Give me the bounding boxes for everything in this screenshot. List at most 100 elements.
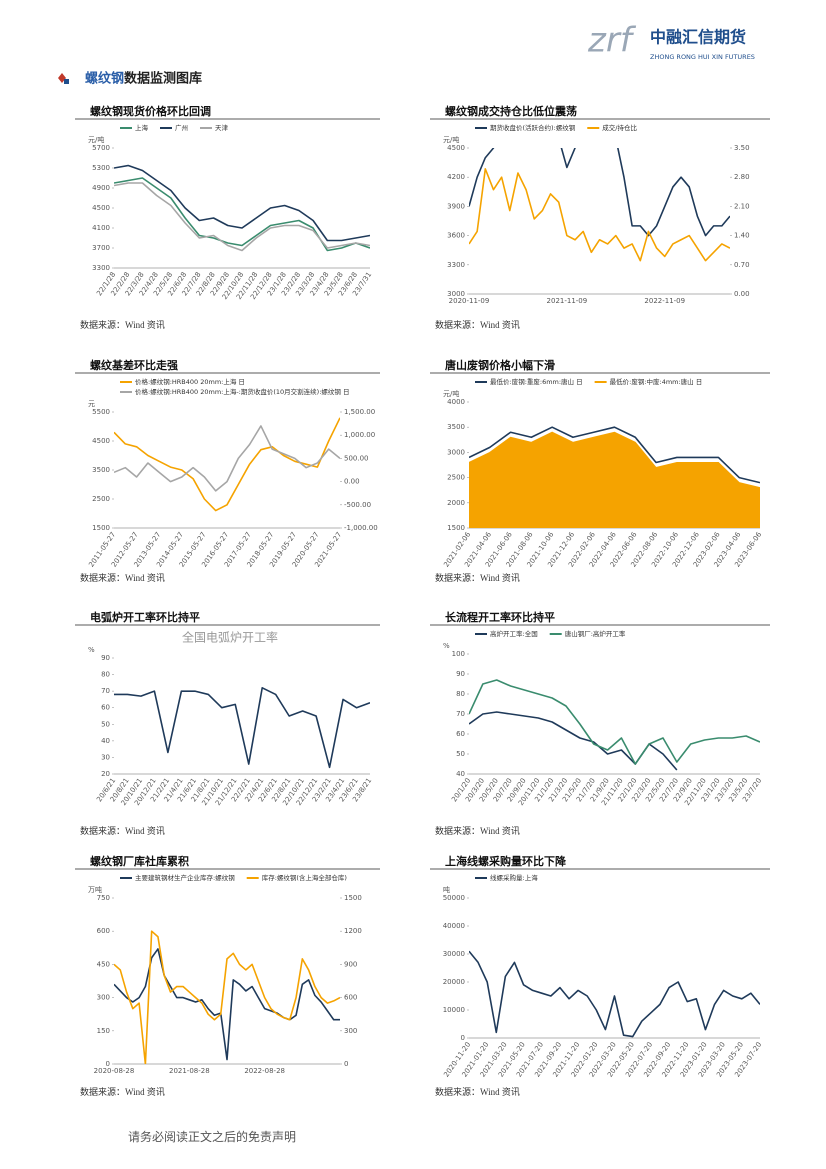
y-tick-label: 0 (106, 1060, 110, 1068)
y2-tick-label: 1.40 (734, 232, 750, 240)
footer: 请务必阅读正文之后的免责声明 (128, 1129, 296, 1144)
plot-area (114, 417, 340, 512)
y-tick-label: 5700 (92, 144, 110, 152)
series-line (114, 182, 370, 252)
y-tick-label: 80 (456, 690, 465, 698)
legend-label: 价格:螺纹钢:HRB400 20mm:上海 日 (135, 377, 245, 386)
legend-label: 库存:螺纹钢(含上海全部仓库) (262, 873, 347, 882)
y-tick-label: 3500 (447, 423, 465, 431)
legend-item: 库存:螺纹钢(含上海全部仓库) (246, 873, 347, 882)
series-line (469, 679, 760, 765)
y-tick-label: 40000 (443, 922, 465, 930)
y-axis-label: % (88, 646, 95, 654)
y-tick-label: 5500 (92, 408, 110, 416)
y-tick-label: 50 (101, 720, 110, 728)
y-tick-label: 1500 (447, 524, 465, 532)
chart-title: 螺纹钢现货价格环比回调 (90, 104, 211, 118)
legend-item: 价格:螺纹钢:HRB400 20mm:上海 日 (120, 377, 245, 386)
legend-label: 期货收盘价(活跃合约):螺纹钢 (490, 123, 576, 132)
legend-label: 主要建筑钢材生产企业库存:螺纹钢 (135, 873, 235, 882)
y-tick-label: 4100 (92, 224, 110, 232)
y-tick-label: 20 (101, 770, 110, 778)
y2-tick-label: 900 (344, 960, 357, 968)
y-tick-label: 3600 (447, 232, 465, 240)
y-tick-label: 450 (97, 960, 110, 968)
series-line (469, 426, 760, 484)
chart-title: 螺纹钢厂库社库累积 (90, 854, 189, 868)
source-note: 数据来源：Wind 资讯 (80, 825, 165, 836)
y-tick-label: 0 (461, 1034, 465, 1042)
section-title-highlight: 螺纹钢 (85, 71, 124, 87)
y2-tick-label: 1200 (344, 927, 362, 935)
y-tick-label: 4500 (92, 204, 110, 212)
x-tick-label: 2021-08-28 (169, 1067, 210, 1075)
series-line (469, 148, 730, 237)
y-tick-label: 750 (97, 894, 110, 902)
legend-item: 线螺采购量:上海 (475, 873, 538, 882)
y-tick-label: 90 (456, 670, 465, 678)
y-tick-label: 30000 (443, 950, 465, 958)
series-line (469, 950, 760, 1038)
series-line (469, 168, 730, 262)
y2-tick-label: 0.00 (344, 478, 360, 486)
y-tick-label: 10000 (443, 1006, 465, 1014)
y-axis-label: 元/吨 (88, 135, 104, 144)
y-axis-label: 吨 (443, 885, 450, 894)
legend-item: 广州 (160, 123, 188, 132)
legend-label: 广州 (175, 123, 188, 132)
plot-area (114, 930, 340, 1064)
y-tick-label: 100 (452, 650, 465, 658)
y-tick-label: 3000 (447, 448, 465, 456)
y-tick-label: 40 (456, 770, 465, 778)
y-tick-label: 70 (456, 710, 465, 718)
y2-tick-label: 2.80 (734, 173, 750, 181)
series-line (114, 177, 370, 252)
chart-title: 上海线螺采购量环比下降 (445, 854, 567, 868)
y2-tick-label: 3.50 (734, 144, 750, 152)
y-tick-label: 3700 (92, 244, 110, 252)
y-axis-label: 元/吨 (443, 135, 459, 144)
legend-item: 唐山钢厂:高炉开工率 (549, 629, 626, 638)
y2-tick-label: 600 (344, 994, 357, 1002)
legend-item: 成交/持仓比 (587, 123, 637, 132)
y-tick-label: 3900 (447, 202, 465, 210)
series-line (114, 417, 340, 512)
section-title: 数据监测图库 (124, 71, 202, 87)
y2-tick-label: 0 (344, 1060, 348, 1068)
y2-tick-label: 1,000.00 (344, 431, 375, 439)
series-line (114, 948, 340, 1061)
legend-label: 高炉开工率:全国 (490, 629, 538, 638)
y2-tick-label: -1,000.00 (344, 524, 378, 532)
legend-label: 线螺采购量:上海 (490, 873, 538, 882)
y-tick-label: 4000 (447, 398, 465, 406)
plot-area (469, 950, 760, 1038)
x-tick-label: 2020-08-28 (94, 1067, 135, 1075)
y-tick-label: 50 (456, 750, 465, 758)
source-note: 数据来源：Wind 资讯 (80, 572, 165, 583)
y-tick-label: 600 (97, 927, 110, 935)
legend-label: 价格:螺纹钢:HRB400 20mm:上海-:期货收盘价(10月交割连续):螺纹… (135, 387, 349, 396)
y-tick-label: 300 (97, 994, 110, 1002)
chart-title: 唐山废钢价格小幅下滑 (445, 358, 555, 372)
area (469, 431, 760, 528)
y-tick-label: 60 (101, 704, 110, 712)
y-tick-label: 3000 (447, 290, 465, 298)
y2-tick-label: 1,500.00 (344, 408, 375, 416)
logo-subtext: ZHONG RONG HUI XIN FUTURES (650, 53, 755, 61)
y-tick-label: 80 (101, 671, 110, 679)
y-axis-label: % (443, 642, 450, 650)
y-tick-label: 70 (101, 687, 110, 695)
y-tick-label: 2000 (447, 499, 465, 507)
x-tick-label: 2022-08-28 (244, 1067, 285, 1075)
y-tick-label: 2500 (92, 495, 110, 503)
y-tick-label: 1500 (92, 524, 110, 532)
plot-area (114, 687, 370, 769)
